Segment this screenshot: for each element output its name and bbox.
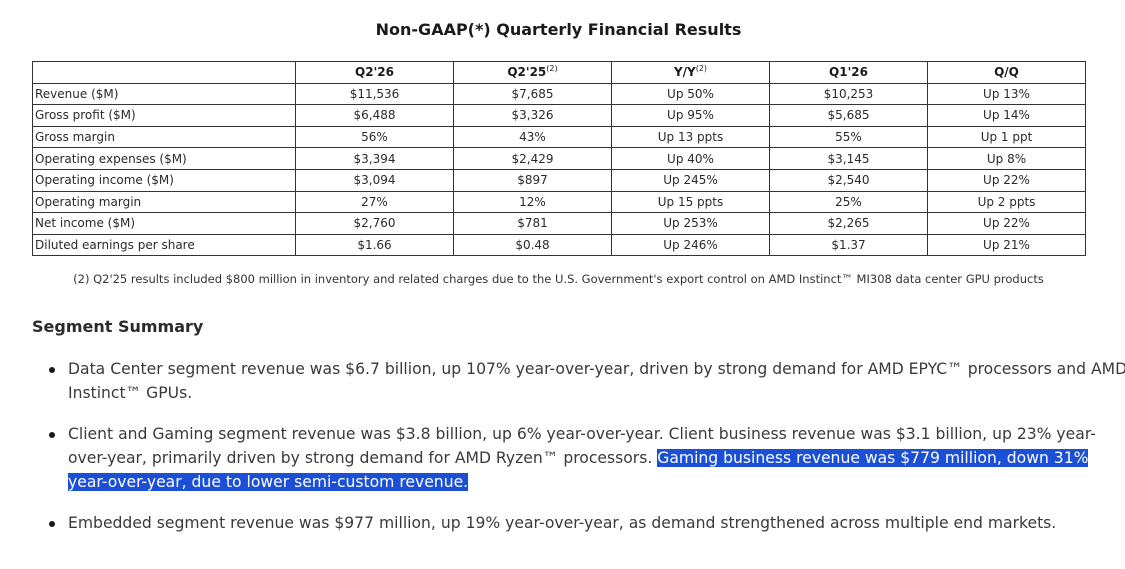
row-label: Revenue ($M) (32, 82, 296, 106)
table-cell: Up 50% (611, 82, 770, 106)
column-header-label: Q1'26 (829, 65, 868, 80)
column-header: Q2'26 (295, 61, 454, 84)
list-item-text: Data Center segment revenue was $6.7 bil… (68, 360, 1125, 402)
footnote-marker: (2) (695, 64, 708, 74)
table-cell: Up 246% (611, 233, 770, 257)
table-cell: Up 253% (611, 212, 770, 235)
table-row: Revenue ($M) $11,536 $7,685 Up 50% $10,253 Up… (32, 82, 1086, 106)
table-cell: 43% (453, 125, 612, 149)
table-cell: $2,265 (769, 212, 928, 235)
column-header-label: Q2'26 (355, 65, 394, 80)
table-cell: $3,145 (769, 147, 928, 170)
page-title: Non-GAAP(*) Quarterly Financial Results (375, 20, 742, 39)
row-label: Diluted earnings per share (32, 233, 296, 257)
bullet-icon (49, 367, 55, 373)
row-label: Gross margin (32, 125, 296, 149)
row-label: Operating margin (32, 190, 296, 214)
table-cell: Up 13 ppts (611, 125, 770, 149)
table-cell: $781 (453, 212, 612, 235)
table-cell: 56% (295, 125, 454, 149)
list-item-text: Embedded segment revenue was $977 millio… (68, 514, 1057, 532)
table-cell: Up 40% (611, 147, 770, 170)
footnote-marker: (2) (546, 64, 558, 74)
table-cell: $5,685 (769, 104, 928, 127)
list-item-text: Client and Gaming segment revenue was $3… (68, 425, 1096, 467)
table-cell: Up 2 ppts (927, 190, 1086, 214)
table-cell: Up 14% (927, 104, 1086, 127)
table-cell: $6,488 (295, 104, 454, 127)
table-row: Gross margin 56% 43% Up 13 ppts 55% Up 1 ppt (32, 125, 1086, 149)
table-cell: $3,326 (453, 104, 612, 127)
table-cell: 12% (453, 190, 612, 214)
table-row: Gross profit ($M) $6,488 $3,326 Up 95% $5,68… (32, 104, 1086, 127)
list-item: Client and Gaming segment revenue was $3… (49, 422, 1125, 494)
table-cell: Up 15 ppts (611, 190, 770, 214)
table-cell: $11,536 (295, 82, 454, 106)
column-header-label: Q/Q (994, 65, 1019, 80)
table-cell: Up 1 ppt (927, 125, 1086, 149)
table-row: Operating income ($M) $3,094 $897 Up 245% $2… (32, 168, 1086, 192)
table-row: Operating expenses ($M) $3,394 $2,429 Up 40… (32, 147, 1086, 170)
column-header-label: Y/Y (673, 65, 696, 80)
table-cell: Up 8% (927, 147, 1086, 170)
table-cell: Up 22% (927, 212, 1086, 235)
segment-summary-heading: Segment Summary (32, 317, 204, 336)
list-item: Data Center segment revenue was $6.7 bil… (49, 357, 1125, 405)
column-header: Y/Y(2) (611, 61, 770, 84)
table-cell: 25% (769, 190, 928, 214)
table-row: Diluted earnings per share $1.66 $0.48 Up 2… (32, 233, 1086, 257)
segment-summary-list: Data Center segment revenue was $6.7 bil… (32, 357, 1125, 552)
bullet-icon (49, 432, 55, 438)
table-cell: Up 13% (927, 82, 1086, 106)
table-cell: Up 21% (927, 233, 1086, 257)
table-row: Operating margin 27% 12% Up 15 ppts 25% Up 2 … (32, 190, 1086, 214)
table-cell: $0.48 (453, 233, 612, 257)
table-cell: $10,253 (769, 82, 928, 106)
column-header: Q/Q (927, 61, 1086, 84)
row-label: Net income ($M) (32, 212, 296, 235)
list-item: Embedded segment revenue was $977 millio… (49, 511, 1125, 535)
table-cell: Up 22% (927, 168, 1086, 192)
table-row: Net income ($M) $2,760 $781 Up 253% $2,265 Up… (32, 212, 1086, 235)
table-header: Q2'26 Q2'25(2) Y/Y(2) Q1'26 Q/Q (32, 61, 1086, 84)
table-header-row: Q2'26 Q2'25(2) Y/Y(2) Q1'26 Q/Q (32, 61, 1086, 84)
row-label: Operating expenses ($M) (32, 147, 296, 170)
table-cell: 55% (769, 125, 928, 149)
column-header: Q1'26 (769, 61, 928, 84)
table-cell: $3,094 (295, 168, 454, 192)
column-header-label: Q2'25 (507, 65, 547, 80)
table-cell: 27% (295, 190, 454, 214)
table-cell: $1.37 (769, 233, 928, 257)
column-header (32, 61, 296, 84)
table-cell: $1.66 (295, 233, 454, 257)
table-cell: $7,685 (453, 82, 612, 106)
table-cell: $3,394 (295, 147, 454, 170)
row-label: Gross profit ($M) (32, 104, 296, 127)
row-label: Operating income ($M) (32, 168, 296, 192)
table-cell: $897 (453, 168, 612, 192)
table-footnote: (2) Q2'25 results included $800 million … (73, 272, 1044, 286)
table-cell: $2,760 (295, 212, 454, 235)
table-cell: Up 95% (611, 104, 770, 127)
table-cell: Up 245% (611, 168, 770, 192)
table-cell: $2,429 (453, 147, 612, 170)
bullet-icon (49, 521, 55, 527)
column-header: Q2'25(2) (453, 61, 612, 84)
financial-results-table: Q2'26 Q2'25(2) Y/Y(2) Q1'26 Q/Q Revenue ($M)… (32, 61, 1086, 257)
table-body: Revenue ($M) $11,536 $7,685 Up 50% $10,253 Up… (32, 82, 1086, 257)
table-cell: $2,540 (769, 168, 928, 192)
